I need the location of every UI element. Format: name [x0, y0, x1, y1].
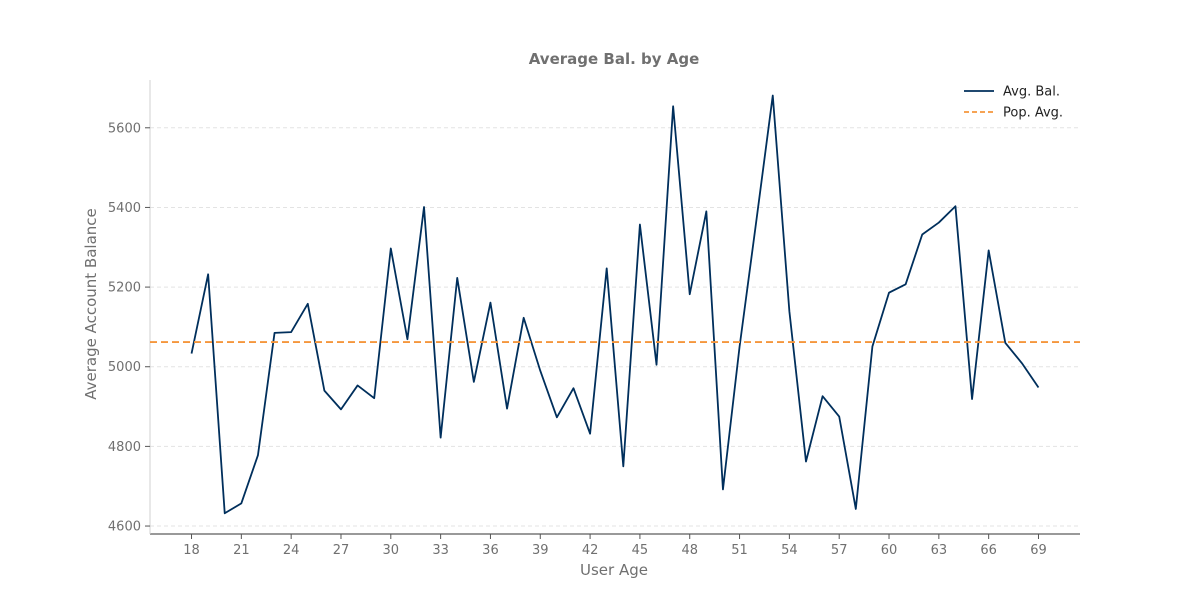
x-tick-label: 66: [980, 543, 997, 558]
chart-title: Average Bal. by Age: [529, 50, 700, 68]
x-tick-label: 51: [731, 543, 748, 558]
series-layer: [150, 94, 1080, 515]
y-tick-label: 5000: [108, 360, 141, 375]
x-tick-label: 42: [582, 543, 599, 558]
x-tick-label: 45: [632, 543, 649, 558]
x-tick-label: 21: [233, 543, 250, 558]
x-tick-label: 24: [283, 543, 300, 558]
x-tick-label: 57: [831, 543, 848, 558]
x-tick-label: 36: [482, 543, 499, 558]
x-tick-label: 18: [183, 543, 200, 558]
x-tick-label: 39: [532, 543, 549, 558]
legend-label: Avg. Bal.: [1003, 85, 1060, 100]
y-tick-label: 5400: [108, 201, 141, 216]
x-tick-label: 60: [881, 543, 898, 558]
x-tick-label: 54: [781, 543, 798, 558]
x-tick-label: 69: [1030, 543, 1047, 558]
legend-label: Pop. Avg.: [1003, 106, 1063, 121]
series-line-avg-bal: [190, 94, 1040, 515]
legend: Avg. Bal. Pop. Avg.: [964, 85, 1063, 121]
y-tick-label: 4600: [108, 520, 141, 535]
y-tick-label: 5200: [108, 281, 141, 296]
y-tick-label: 5600: [108, 121, 141, 136]
y-tick-label: 4800: [108, 440, 141, 455]
x-axis-label: User Age: [580, 561, 648, 579]
axes: 4600 4800 5000 5200 5400 5600 18 21 24 27 30 33 36 39…: [108, 80, 1080, 558]
x-tick-label: 30: [383, 543, 400, 558]
x-tick-label: 33: [432, 543, 449, 558]
x-tick-label: 27: [333, 543, 350, 558]
x-tick-label: 48: [681, 543, 698, 558]
y-axis-label: Average Account Balance: [82, 208, 100, 400]
grid-lines: [150, 127, 1080, 527]
x-tick-label: 63: [931, 543, 948, 558]
